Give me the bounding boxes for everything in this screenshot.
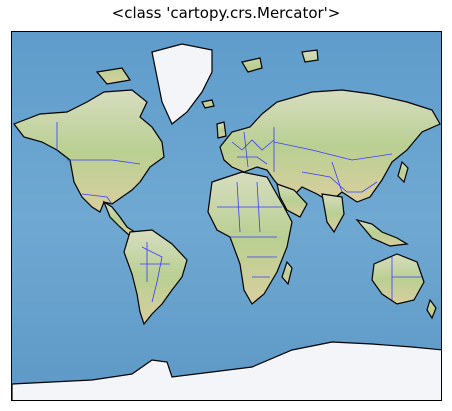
- land-iceland: [201, 99, 215, 109]
- border-us-canada: [67, 159, 141, 165]
- border-us-mexico: [81, 193, 113, 205]
- world-map: [12, 32, 441, 400]
- border-africa: [217, 181, 282, 278]
- land-greenland: [151, 43, 213, 125]
- land-madagascar: [281, 260, 293, 286]
- land-arabia: [276, 183, 308, 218]
- land-africa: [207, 171, 293, 305]
- land-australia: [371, 253, 425, 305]
- border-russia: [273, 127, 393, 172]
- land-eurasia: [219, 89, 441, 203]
- country-borders: [56, 122, 422, 303]
- border-europe: [231, 131, 275, 168]
- border-asia: [301, 161, 378, 193]
- land-se-asia: [355, 218, 409, 247]
- land-antarctica: [12, 341, 441, 400]
- land-uk: [216, 121, 227, 139]
- land-india: [321, 193, 345, 234]
- border-australia: [391, 257, 422, 300]
- map-axes: [11, 31, 442, 401]
- land-new-zealand: [426, 298, 437, 320]
- border-south-america: [140, 242, 170, 303]
- land-japan: [397, 160, 409, 184]
- land-arctic-islands: [95, 49, 319, 85]
- land-north-america: [13, 89, 165, 213]
- land-south-america: [123, 229, 188, 326]
- plot-title: <class 'cartopy.crs.Mercator'>: [111, 4, 341, 22]
- land-masses: [12, 43, 441, 400]
